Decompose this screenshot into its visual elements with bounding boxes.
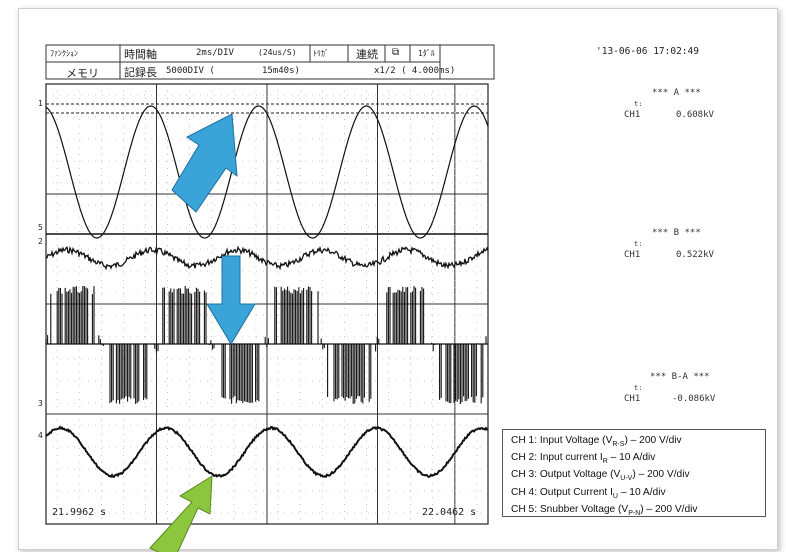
header-count: 1ﾀﾞﾙ xyxy=(418,49,435,58)
header-rec-label: 記録長 xyxy=(124,66,157,79)
traces xyxy=(45,105,489,479)
timestamp: '13-06-06 17:02:49 xyxy=(596,46,699,57)
legend-item-ch5: CH 5: Snubber Voltage (VP-N) – 200 V/div xyxy=(511,503,698,517)
header-zoom: x1/2 ( 4.000ms) xyxy=(374,66,456,76)
header-mode: ﾌｧﾝｸｼｮﾝ xyxy=(50,49,78,58)
channel-marker-4: 4 xyxy=(38,431,43,440)
readout-a-t: t: xyxy=(634,100,643,108)
header-rec-value: 5000DIV ( xyxy=(166,66,215,76)
channel-marker-2: 2 xyxy=(38,237,43,246)
readout-ba-title: *** B-A *** xyxy=(650,372,710,382)
readout-b-t: t: xyxy=(634,240,643,248)
green-up-arrow-icon xyxy=(149,475,213,552)
trace-ch2 xyxy=(45,245,489,271)
legend-item-ch4: CH 4: Output Current IU – 10 A/div xyxy=(511,486,666,500)
channel-legend: CH 1: Input Voltage (VR-S) – 200 V/div CH… xyxy=(502,429,766,517)
readout-a-title: *** A *** xyxy=(652,88,701,98)
legend-item-ch3: CH 3: Output Voltage (VU-V) – 200 V/div xyxy=(511,469,690,483)
blue-up-arrow-icon xyxy=(171,113,238,213)
header-table xyxy=(45,44,495,80)
trace-ch4 xyxy=(45,425,489,479)
blue-down-arrow-icon xyxy=(206,255,256,345)
time-end-label: 22.0462 s xyxy=(422,507,477,518)
readout-b-ch: CH1 xyxy=(624,250,641,260)
readout-ba-value: -0.086kV xyxy=(672,394,716,404)
header-trigger: ﾄﾘｶﾞ xyxy=(313,49,329,58)
readout-b-title: *** B *** xyxy=(652,228,701,238)
channel-marker-3: 3 xyxy=(38,399,43,408)
legend-item-ch2: CH 2: Input current IR – 10 A/div xyxy=(511,452,656,466)
header-memory: メモリ xyxy=(66,67,99,80)
header-rec-time: 15m40s) xyxy=(262,66,300,76)
channel-markers: 1 5 2 3 4 xyxy=(38,99,43,440)
channel-marker-5: 5 xyxy=(38,223,43,232)
readout-b-value: 0.522kV xyxy=(676,250,714,260)
trigger-slope-icon: ⧉ xyxy=(392,47,400,58)
header-rate: (24us/S) xyxy=(258,48,297,57)
readout-ba-t: t: xyxy=(634,384,643,392)
header-continuous: 連続 xyxy=(356,48,378,61)
readout-ba-ch: CH1 xyxy=(624,394,641,404)
readout-a-value: 0.608kV xyxy=(676,110,714,120)
channel-marker-1: 1 xyxy=(38,99,43,108)
legend-item-ch1: CH 1: Input Voltage (VR-S) – 200 V/div xyxy=(511,435,682,449)
header-timebase-value: 2ms/DIV xyxy=(196,48,234,58)
readout-a-ch: CH1 xyxy=(624,110,641,120)
time-start-label: 21.9962 s xyxy=(52,507,107,518)
header-timebase-label: 時間軸 xyxy=(124,48,157,61)
